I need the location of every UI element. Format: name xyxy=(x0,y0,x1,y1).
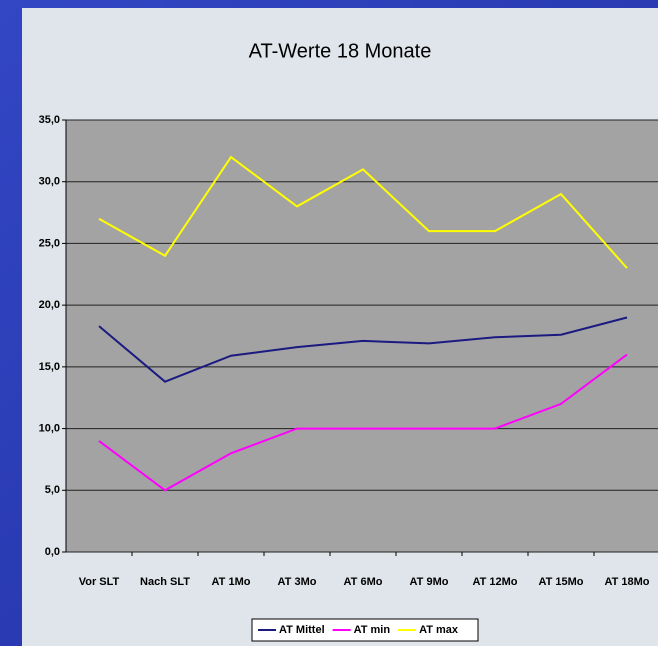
y-tick-label: 20,0 xyxy=(39,299,60,311)
x-tick-label: Vor SLT xyxy=(79,576,120,588)
y-tick-label: 10,0 xyxy=(39,422,60,434)
y-tick-label: 30,0 xyxy=(39,176,60,188)
x-tick-label: AT 9Mo xyxy=(410,576,449,588)
legend-label: AT Mittel xyxy=(279,624,325,636)
y-tick-label: 0,0 xyxy=(45,546,60,558)
legend xyxy=(251,618,479,642)
series-line xyxy=(98,155,628,269)
x-tick-label: AT 3Mo xyxy=(278,576,317,588)
y-tick-label: 35,0 xyxy=(39,114,60,126)
series-line xyxy=(98,353,628,492)
series-line xyxy=(98,316,628,383)
legend-label: AT max xyxy=(419,624,459,636)
chart-title: AT-Werte 18 Monate xyxy=(249,40,432,62)
x-tick-label: AT 15Mo xyxy=(538,576,583,588)
x-tick-label: AT 18Mo xyxy=(604,576,649,588)
legend-label: AT min xyxy=(354,624,391,636)
x-tick-label: Nach SLT xyxy=(140,576,190,588)
x-tick-label: AT 6Mo xyxy=(344,576,383,588)
y-tick-label: 15,0 xyxy=(39,361,60,373)
y-tick-label: 25,0 xyxy=(39,237,60,249)
plot-area xyxy=(66,120,658,552)
y-tick-label: 5,0 xyxy=(45,484,60,496)
x-tick-label: AT 12Mo xyxy=(472,576,517,588)
x-tick-label: AT 1Mo xyxy=(212,576,251,588)
